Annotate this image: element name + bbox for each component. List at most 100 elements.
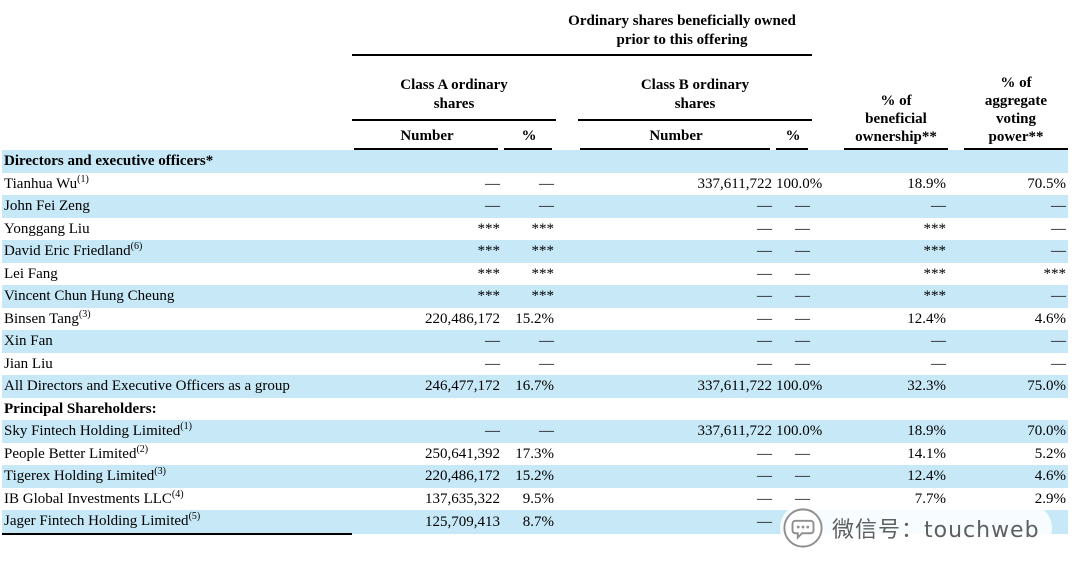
cell-a_pct: —	[539, 355, 554, 372]
cell-a_pct: 9.5%	[522, 490, 554, 507]
section-row: Principal Shareholders:	[2, 398, 1068, 421]
shareholder-name: IB Global Investments LLC(4)	[2, 488, 352, 511]
name-text: Binsen Tang	[4, 310, 79, 327]
cell-b_pct: 100.0%	[776, 378, 823, 394]
cell-b_pct: —	[795, 445, 810, 462]
watermark-text: 微信号：touchweb	[832, 518, 1040, 543]
cell-b_num: —	[757, 355, 772, 372]
gap-cell	[948, 263, 964, 286]
cell-a_pct: ***	[531, 265, 555, 282]
table-body: Directors and executive officers* Tianhua…	[2, 150, 1068, 534]
cell-b_pct: —	[795, 243, 810, 259]
table-row: Tigerex Holding Limited(3) 220,486,172 15.…	[2, 465, 1068, 488]
class-b-percent-header: %	[774, 120, 812, 150]
gap-cell	[812, 353, 844, 376]
gap-cell	[556, 465, 578, 488]
gap-cell	[812, 55, 844, 120]
header-row-class: Class A ordinary shares Class B ordinary…	[2, 55, 1068, 150]
name-column-spacer	[2, 4, 352, 55]
gap-cell	[948, 330, 964, 353]
table-row: Yonggang Liu *** *** — — *** —	[2, 218, 1068, 241]
cell-ben: 12.4%	[907, 468, 946, 484]
cell-vote: —	[1051, 220, 1066, 237]
gap-cell	[948, 308, 964, 331]
cell-a_pct: ***	[531, 220, 555, 237]
cell-b_num: —	[757, 243, 772, 259]
shareholder-name: Vincent Chun Hung Cheung	[2, 285, 352, 308]
cell-a_pct: 16.7%	[515, 378, 554, 394]
gap-cell	[948, 353, 964, 376]
cell-ben: 32.3%	[907, 378, 946, 394]
gap-cell	[812, 195, 844, 218]
cell-b_pct: —	[795, 333, 810, 349]
footnote-ref: (1)	[77, 173, 89, 185]
cell-vote: ***	[1043, 265, 1067, 282]
voting-power-header: % of aggregate voting power**	[964, 55, 1068, 150]
section-row: Directors and executive officers*	[2, 150, 1068, 173]
beneficial-ownership-header: % of beneficial ownership**	[844, 55, 948, 150]
cell-ben: ***	[923, 220, 947, 237]
gap-cell	[556, 120, 578, 150]
gap-cell	[556, 510, 578, 534]
cell-a_num: 220,486,172	[425, 468, 500, 484]
section-label: Principal Shareholders:	[4, 400, 157, 417]
cell-ben: ***	[923, 243, 947, 259]
cell-a_pct: —	[539, 333, 554, 349]
gap-cell	[948, 443, 964, 466]
header-row-sub: Number % Number %	[2, 120, 1068, 150]
cell-a_num: 125,709,413	[425, 513, 500, 530]
cell-ben: ***	[923, 288, 947, 304]
cell-ben: 12.4%	[907, 310, 946, 327]
cell-a_num: ***	[477, 265, 501, 282]
cell-b_num: —	[757, 288, 772, 304]
cell-a_num: ***	[477, 243, 501, 259]
footnote-ref: (3)	[154, 466, 166, 477]
cell-b_num: —	[757, 220, 772, 237]
shareholder-name: Jager Fintech Holding Limited(5)	[2, 510, 352, 534]
gap-cell	[812, 443, 844, 466]
name-text: Tianhua Wu	[4, 175, 78, 192]
cell-b_num: —	[757, 445, 772, 462]
cell-b_num: 337,611,722	[697, 378, 772, 394]
cell-b_pct: —	[795, 220, 810, 237]
cell-vote: 4.6%	[1034, 310, 1066, 327]
gap-cell	[556, 308, 578, 331]
table-row: Sky Fintech Holding Limited(1) — — 337,611,…	[2, 420, 1068, 443]
cell-b_pct: —	[795, 198, 810, 214]
gap-cell	[556, 240, 578, 263]
shareholder-name: Sky Fintech Holding Limited(1)	[2, 420, 352, 443]
gap-cell	[948, 120, 964, 150]
name-text: Yonggang Liu	[4, 220, 90, 237]
table-row: Binsen Tang(3) 220,486,172 15.2% — — 12.4% 4.6…	[2, 308, 1068, 331]
cell-a_num: —	[485, 175, 500, 192]
gap-cell	[812, 285, 844, 308]
footnote-ref: (4)	[171, 488, 184, 500]
gap-cell	[812, 240, 844, 263]
gap-cell	[556, 285, 578, 308]
cell-a_num: ***	[477, 288, 501, 304]
cell-a_pct: 15.2%	[515, 310, 554, 327]
cell-a_num: 220,486,172	[425, 310, 500, 327]
cell-a_pct: 15.2%	[515, 468, 554, 484]
shareholder-name: Tigerex Holding Limited(3)	[2, 465, 352, 488]
cell-ben: 7.7%	[914, 490, 946, 507]
cell-ben: —	[931, 198, 946, 214]
shareholder-name: Xin Fan	[2, 330, 352, 353]
cell-a_pct: 17.3%	[515, 445, 554, 462]
cell-ben: —	[931, 355, 946, 372]
class-a-header: Class A ordinary shares	[352, 55, 556, 121]
name-column-spacer	[2, 120, 352, 150]
cell-a_num: 137,635,322	[425, 490, 500, 507]
gap-cell	[556, 330, 578, 353]
shareholder-name: Jian Liu	[2, 353, 352, 376]
cell-b_num: 337,611,722	[697, 175, 772, 192]
gap-cell	[812, 120, 844, 150]
ownership-table: Ordinary shares beneficially owned prior…	[2, 4, 1068, 538]
group-header: Ordinary shares beneficially owned prior…	[352, 4, 812, 56]
class-b-header: Class B ordinary shares	[578, 55, 812, 121]
table-header: Ordinary shares beneficially owned prior…	[2, 4, 1068, 150]
name-text: Jager Fintech Holding Limited	[4, 513, 189, 529]
cell-a_num: —	[485, 423, 500, 439]
cell-a_pct: —	[539, 198, 554, 214]
cell-a_num: —	[485, 198, 500, 214]
